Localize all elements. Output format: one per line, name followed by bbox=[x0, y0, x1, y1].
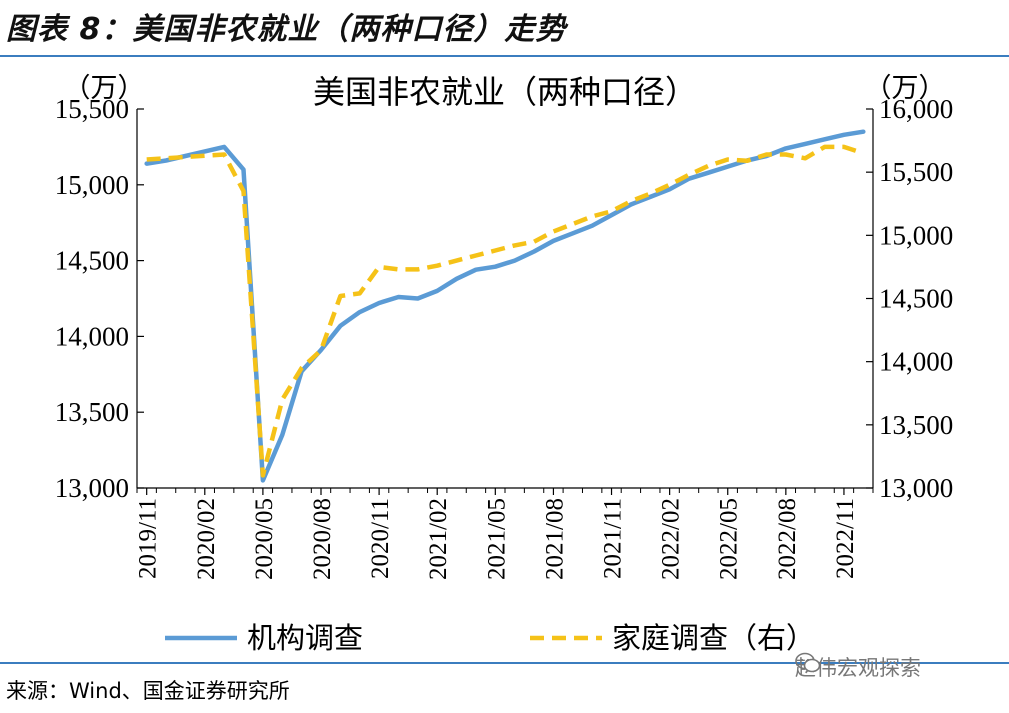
series-household-survey bbox=[146, 144, 864, 478]
y-tick-label-left: 15,000 bbox=[55, 170, 129, 200]
chart-axes bbox=[136, 108, 874, 495]
x-tick-label: 2020/08 bbox=[309, 498, 336, 580]
watermark: 赵伟宏观探索 bbox=[795, 652, 921, 682]
x-tick-label: 2022/08 bbox=[774, 498, 801, 580]
y-tick-label-left: 14,000 bbox=[55, 321, 129, 351]
chart-series bbox=[144, 129, 866, 483]
x-tick-label: 2021/08 bbox=[541, 498, 568, 580]
x-tick-label: 2019/11 bbox=[135, 498, 162, 579]
y-tick-label-left: 15,500 bbox=[55, 94, 129, 124]
y-tick-label-right: 16,000 bbox=[879, 94, 953, 124]
top-rule bbox=[0, 55, 1009, 57]
legend-label: 机构调查 bbox=[247, 621, 363, 655]
x-tick-label: 2021/05 bbox=[483, 498, 510, 580]
series-establishment-survey bbox=[144, 129, 866, 483]
y-tick-label-right: 15,500 bbox=[879, 157, 953, 187]
chart-legend: 机构调查 家庭调查（右） bbox=[165, 621, 815, 655]
wechat-icon bbox=[795, 652, 821, 673]
y-tick-label-right: 14,000 bbox=[879, 347, 953, 377]
y-tick-label-left: 13,500 bbox=[55, 397, 129, 427]
chart-title: 美国非农就业（两种口径） bbox=[313, 73, 697, 111]
y-unit-left: （万） bbox=[64, 73, 145, 104]
chart-labels: 13,000 13,500 14,000 14,500 15,000 15,500 13,0… bbox=[55, 73, 954, 580]
x-tick-label: 2021/11 bbox=[600, 498, 627, 579]
x-tick-label: 2022/05 bbox=[716, 498, 743, 580]
y-tick-label-right: 15,000 bbox=[879, 220, 953, 250]
y-tick-label-left: 13,000 bbox=[55, 473, 129, 503]
y-unit-right: （万） bbox=[865, 73, 946, 104]
figure-label: 图表 8：美国非农就业（两种口径）走势 bbox=[6, 12, 567, 47]
x-tick-label: 2022/11 bbox=[832, 498, 859, 579]
y-tick-label-right: 14,500 bbox=[879, 284, 953, 314]
y-tick-label-left: 14,500 bbox=[55, 246, 129, 276]
x-tick-label: 2020/11 bbox=[367, 498, 394, 579]
bottom-rule bbox=[0, 662, 1009, 664]
legend-label: 家庭调查（右） bbox=[612, 621, 815, 655]
x-tick-label: 2021/02 bbox=[425, 498, 452, 580]
y-tick-label-right: 13,000 bbox=[879, 473, 953, 503]
y-tick-label-right: 13,500 bbox=[879, 410, 953, 440]
x-tick-label: 2020/02 bbox=[193, 498, 220, 580]
source-note: 来源：Wind、国金证券研究所 bbox=[6, 679, 290, 703]
x-tick-label: 2022/02 bbox=[658, 498, 685, 580]
x-tick-label: 2020/05 bbox=[251, 498, 278, 580]
